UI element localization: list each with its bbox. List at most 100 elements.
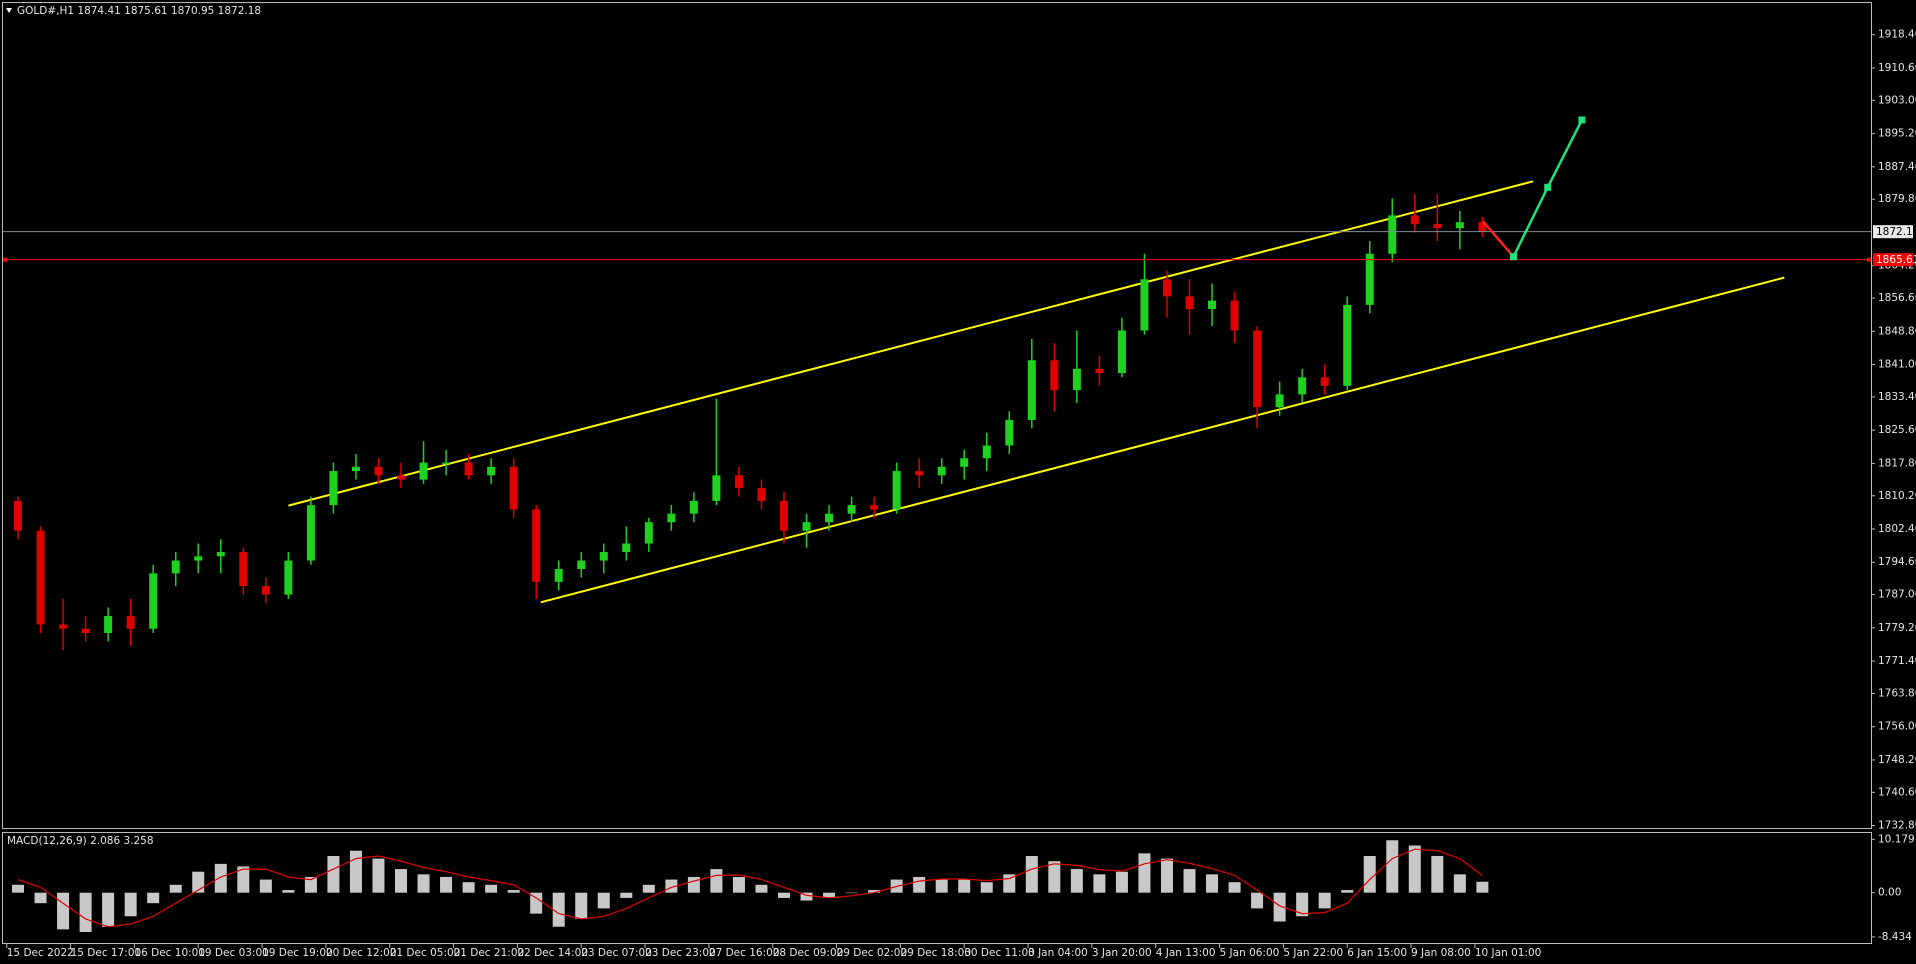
candle-body xyxy=(960,458,969,467)
x-tick-label: 29 Dec 02:00 xyxy=(837,947,908,959)
chart-title: GOLD#,H1 1874.41 1875.61 1870.95 1872.18 xyxy=(17,5,261,17)
macd-bar xyxy=(349,850,362,893)
candle-body xyxy=(464,462,473,476)
y-tick-label: 1763.80 xyxy=(1878,687,1916,699)
candle-body xyxy=(149,573,158,629)
macd-bar xyxy=(755,884,768,893)
x-tick-label: 27 Dec 16:00 xyxy=(709,947,780,959)
trend-line xyxy=(540,276,1785,604)
price-line-handle xyxy=(3,257,7,262)
candle-body xyxy=(870,505,879,510)
macd-panel-frame xyxy=(2,832,1872,944)
x-tick-label: 19 Dec 19:00 xyxy=(262,947,333,959)
macd-bar xyxy=(34,892,47,904)
macd-bar xyxy=(1206,874,1219,893)
candle-body xyxy=(712,475,721,501)
macd-bar xyxy=(980,882,993,893)
candle-body xyxy=(284,560,293,595)
candle-body xyxy=(937,466,946,476)
candle-body xyxy=(306,505,315,561)
candle-body xyxy=(599,552,608,561)
x-tick-label: 21 Dec 21:00 xyxy=(454,947,525,959)
trend-line xyxy=(288,180,1534,507)
y-tick-label: 1895.20 xyxy=(1878,128,1916,140)
macd-bar xyxy=(79,892,92,932)
candle-body xyxy=(509,466,518,510)
price-line-handle xyxy=(1867,257,1871,262)
y-tick-label: 1794.60 xyxy=(1878,556,1916,568)
macd-bar xyxy=(1318,892,1331,909)
candle-body xyxy=(644,522,653,544)
x-tick-label: 3 Jan 20:00 xyxy=(1092,947,1152,959)
forecast-point xyxy=(1578,116,1586,124)
candle-body xyxy=(577,560,586,570)
candle-body xyxy=(1320,377,1329,386)
macd-bar xyxy=(1453,874,1466,893)
macd-bar xyxy=(777,892,790,898)
candle-body xyxy=(1005,419,1014,446)
macd-bar xyxy=(1070,869,1083,893)
candle-body xyxy=(487,466,496,476)
candle-body xyxy=(982,445,991,459)
candle-body xyxy=(171,560,180,574)
candle-body xyxy=(261,586,270,595)
price-label-box xyxy=(1873,225,1913,239)
y-tick-label: 1787.00 xyxy=(1878,589,1916,601)
symbol-menu-arrow[interactable] xyxy=(6,8,12,13)
y-tick-label: 1748.20 xyxy=(1878,754,1916,766)
y-tick-label: 10.179 xyxy=(1878,833,1915,845)
macd-bar xyxy=(507,890,520,893)
macd-bar xyxy=(935,879,948,893)
candle-body xyxy=(1162,279,1171,297)
macd-bar xyxy=(1431,855,1444,893)
y-tick-label: 1771.40 xyxy=(1878,655,1916,667)
x-tick-label: 6 Jan 15:00 xyxy=(1347,947,1407,959)
candle-body xyxy=(329,471,338,506)
y-tick-label: 1740.60 xyxy=(1878,786,1916,798)
candle-body xyxy=(351,466,360,472)
candle-body xyxy=(36,530,45,625)
candle-body xyxy=(1027,360,1036,420)
macd-label: MACD(12,26,9) 2.086 3.258 xyxy=(7,835,154,847)
y-tick-label: 1756.00 xyxy=(1878,721,1916,733)
y-tick-label: -8.434 xyxy=(1878,931,1912,943)
macd-bar xyxy=(1408,845,1421,893)
y-tick-label: 1779.20 xyxy=(1878,622,1916,634)
x-tick-label: 4 Jan 13:00 xyxy=(1156,947,1216,959)
candle-body xyxy=(802,522,811,531)
candle-body xyxy=(1050,360,1059,391)
macd-bar xyxy=(1363,855,1376,893)
x-tick-label: 23 Dec 07:00 xyxy=(581,947,652,959)
macd-bar xyxy=(732,876,745,893)
candle-body xyxy=(1072,368,1081,391)
candle-body xyxy=(1343,304,1352,386)
y-tick-label: 1833.40 xyxy=(1878,391,1916,403)
macd-bar xyxy=(1025,855,1038,893)
main-panel-frame xyxy=(2,2,1872,829)
candle-body xyxy=(1433,223,1442,229)
candle-body xyxy=(442,462,451,464)
forecast-line xyxy=(1482,220,1515,258)
x-tick-label: 10 Jan 01:00 xyxy=(1475,947,1541,959)
x-tick-label: 29 Dec 18:00 xyxy=(900,947,971,959)
candle-body xyxy=(1455,222,1464,229)
macd-bar xyxy=(440,876,453,893)
y-tick-label: 1856.60 xyxy=(1878,292,1916,304)
macd-bar xyxy=(237,866,250,893)
macd-bar xyxy=(800,892,813,901)
macd-bar xyxy=(1476,881,1489,893)
candle-body xyxy=(689,500,698,514)
macd-bar xyxy=(1296,892,1309,917)
forecast-point xyxy=(1510,253,1518,261)
macd-bar xyxy=(687,876,700,893)
candle-body xyxy=(1365,253,1374,305)
x-tick-label: 5 Jan 06:00 xyxy=(1220,947,1280,959)
candle-body xyxy=(1208,300,1217,310)
macd-bar xyxy=(395,869,408,893)
macd-bar xyxy=(259,879,272,893)
macd-bar xyxy=(642,884,655,893)
macd-bar xyxy=(913,876,926,893)
x-tick-label: 3 Jan 04:00 xyxy=(1028,947,1088,959)
candle-body xyxy=(622,543,631,553)
